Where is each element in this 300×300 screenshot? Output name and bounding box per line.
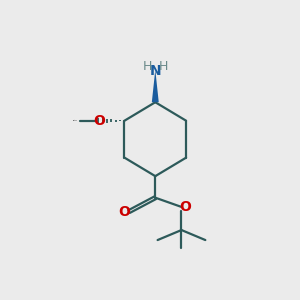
Text: O: O <box>93 114 105 128</box>
Text: N: N <box>149 64 161 78</box>
Text: O: O <box>118 205 130 219</box>
Text: H: H <box>143 59 152 73</box>
Text: H: H <box>158 59 168 73</box>
Text: methyl: methyl <box>73 120 78 121</box>
Text: O: O <box>179 200 191 214</box>
Polygon shape <box>152 70 159 102</box>
